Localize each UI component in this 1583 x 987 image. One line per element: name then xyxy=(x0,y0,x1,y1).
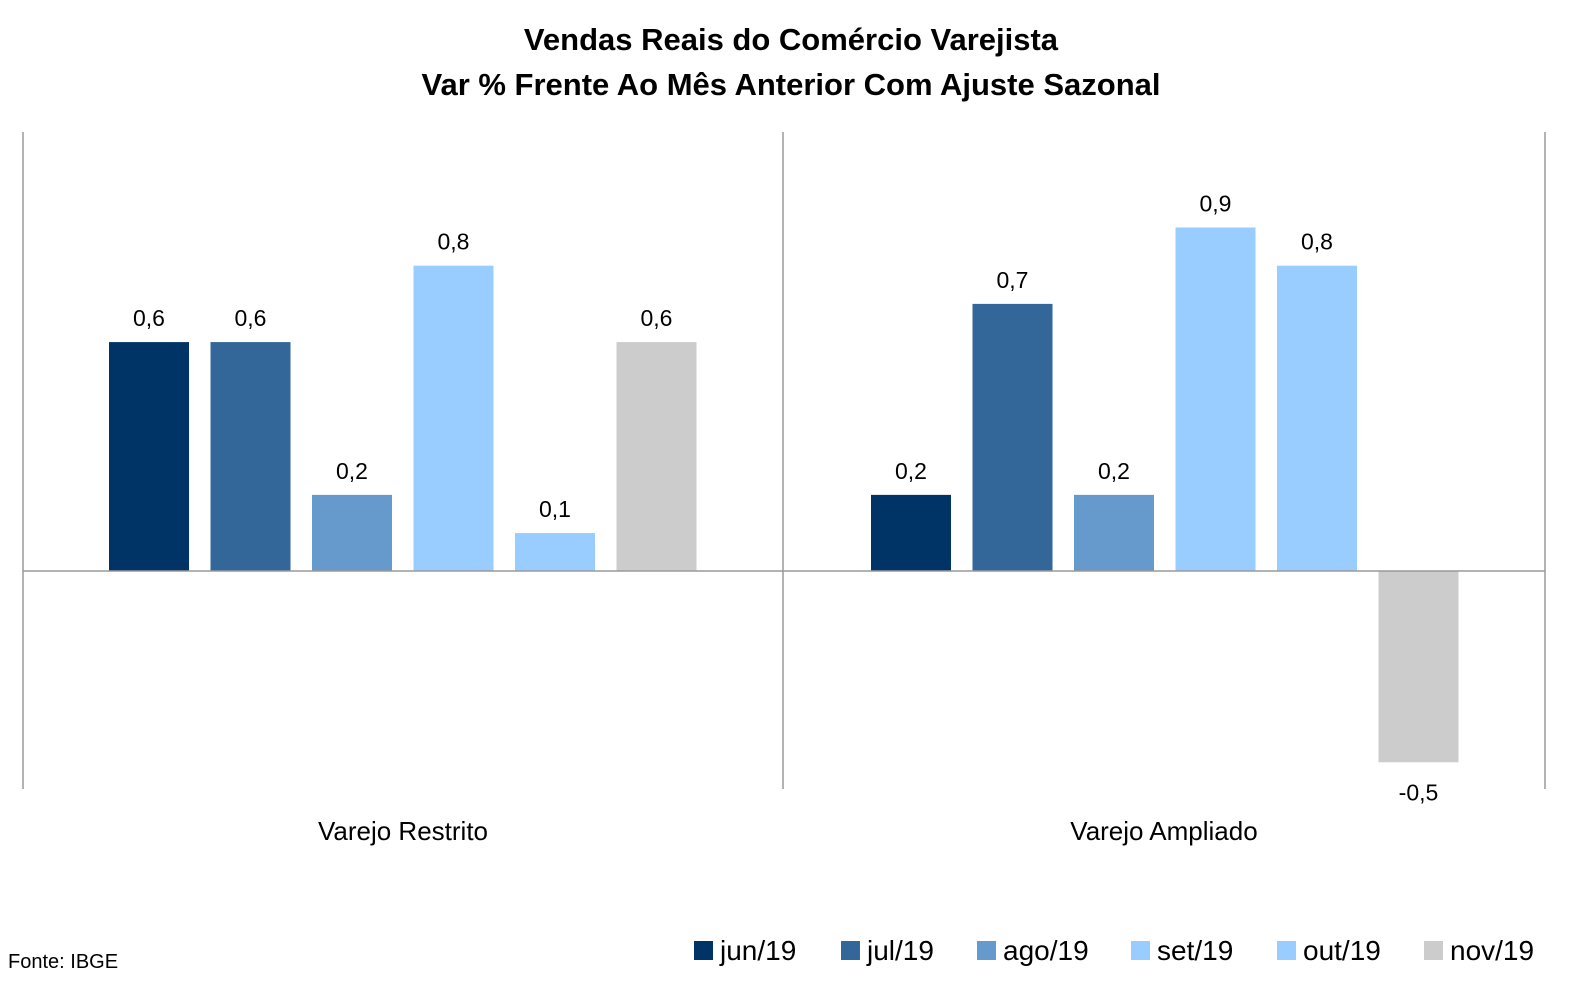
chart-title: Vendas Reais do Comércio Varejista xyxy=(524,22,1059,57)
bar-set-19-varejo-restrito xyxy=(413,265,494,572)
data-label-jul-19-varejo-restrito: 0,6 xyxy=(235,305,267,331)
bar-out-19-varejo-restrito xyxy=(515,533,595,572)
legend-label-out-19: out/19 xyxy=(1303,935,1381,966)
legend-swatch-ago-19 xyxy=(977,941,996,960)
source-note: Fonte: IBGE xyxy=(8,951,118,973)
data-label-nov-19-varejo-restrito: 0,6 xyxy=(641,305,673,331)
legend-swatch-jul-19 xyxy=(841,941,860,960)
bar-nov-19-varejo-ampliado xyxy=(1378,571,1459,763)
data-label-set-19-varejo-restrito: 0,8 xyxy=(438,229,470,255)
category-label-varejo-ampliado: Varejo Ampliado xyxy=(1070,816,1257,846)
bar-ago-19-varejo-ampliado xyxy=(1074,494,1154,572)
chart-subtitle: Var % Frente Ao Mês Anterior Com Ajuste … xyxy=(422,67,1161,102)
bar-nov-19-varejo-restrito xyxy=(616,342,697,572)
bar-jul-19-varejo-ampliado xyxy=(972,303,1053,572)
bars-group xyxy=(109,227,1459,763)
legend-label-jul-19: jul/19 xyxy=(866,935,934,966)
bar-ago-19-varejo-restrito xyxy=(312,494,392,572)
legend-swatch-set-19 xyxy=(1131,941,1150,960)
data-label-ago-19-varejo-ampliado: 0,2 xyxy=(1098,458,1130,484)
legend-label-nov-19: nov/19 xyxy=(1450,935,1534,966)
legend-label-set-19: set/19 xyxy=(1157,935,1233,966)
bar-out-19-varejo-ampliado xyxy=(1277,265,1357,572)
data-label-out-19-varejo-restrito: 0,1 xyxy=(539,496,571,522)
legend-label-jun-19: jun/19 xyxy=(719,935,796,966)
bar-jul-19-varejo-restrito xyxy=(210,342,291,572)
data-label-ago-19-varejo-restrito: 0,2 xyxy=(336,458,368,484)
data-label-jul-19-varejo-ampliado: 0,7 xyxy=(997,267,1029,293)
data-label-set-19-varejo-ampliado: 0,9 xyxy=(1200,190,1232,216)
bar-set-19-varejo-ampliado xyxy=(1175,227,1256,572)
legend: jun/19 jul/19 ago/19 set/19 out/19 nov/19 xyxy=(694,935,1534,966)
category-label-varejo-restrito: Varejo Restrito xyxy=(318,816,488,846)
bar-jun-19-varejo-restrito xyxy=(109,342,189,572)
legend-label-ago-19: ago/19 xyxy=(1003,935,1089,966)
data-label-nov-19-varejo-ampliado: -0,5 xyxy=(1399,779,1439,805)
bar-jun-19-varejo-ampliado xyxy=(871,494,951,572)
data-label-jun-19-varejo-ampliado: 0,2 xyxy=(895,458,927,484)
legend-swatch-jun-19 xyxy=(694,941,713,960)
data-labels-group: 0,6 0,2 0,6 0,7 0,2 0,2 0,8 0,9 0,1 0,8 0,6 -0,5 xyxy=(133,190,1438,805)
legend-swatch-nov-19 xyxy=(1424,941,1443,960)
legend-swatch-out-19 xyxy=(1277,941,1296,960)
data-label-out-19-varejo-ampliado: 0,8 xyxy=(1301,229,1333,255)
data-label-jun-19-varejo-restrito: 0,6 xyxy=(133,305,165,331)
